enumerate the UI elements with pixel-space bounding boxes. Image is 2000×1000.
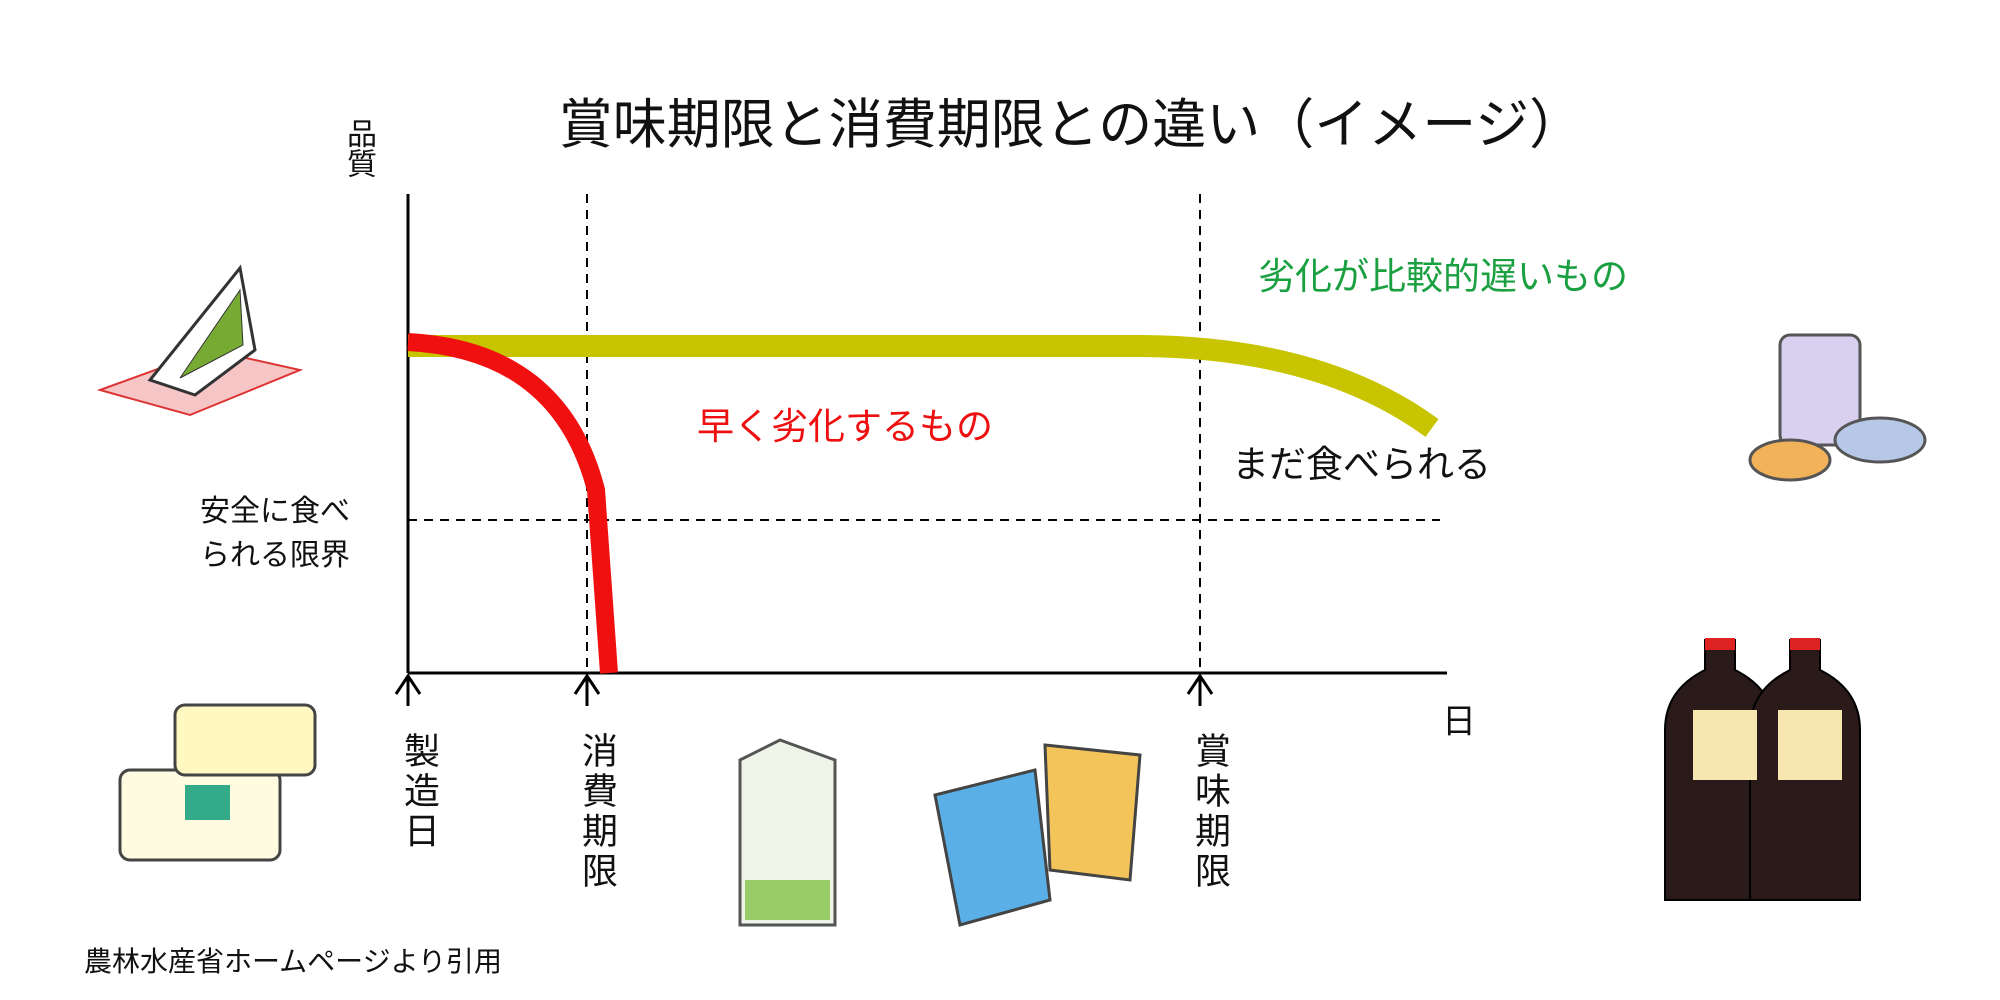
soy-sauce-illustration	[1664, 638, 1861, 901]
fast-decay-curve	[407, 333, 618, 674]
x-marker-label: 製造日	[398, 732, 439, 852]
fast-curve-label: 早く劣化するもの	[697, 405, 993, 448]
safety-limit-label: 安全に食べ	[200, 494, 350, 529]
x-axis-label: 日	[1442, 702, 1476, 742]
source-note: 農林水産省ホームページより引用	[84, 945, 503, 978]
safety-limit-label: られる限界	[200, 538, 350, 573]
sandwich-illustration	[96, 264, 304, 417]
title: 賞味期限と消費期限との違い（イメージ）	[558, 93, 1584, 156]
canned-food-illustration	[1748, 333, 1927, 482]
still-edible-label: まだ食べられる	[1232, 443, 1491, 486]
slow-decay-curve	[408, 335, 1439, 437]
x-marker-label: 賞味期限	[1189, 732, 1230, 892]
milk-illustration	[738, 738, 837, 927]
snack-illustration	[933, 743, 1142, 927]
tofu-illustration	[118, 703, 317, 862]
marker-arrows	[394, 673, 1214, 706]
x-marker-label: 消費期限	[576, 732, 617, 892]
y-axis-label: 品質	[341, 118, 376, 178]
slow-curve-label: 劣化が比較的遅いもの	[1258, 255, 1628, 298]
